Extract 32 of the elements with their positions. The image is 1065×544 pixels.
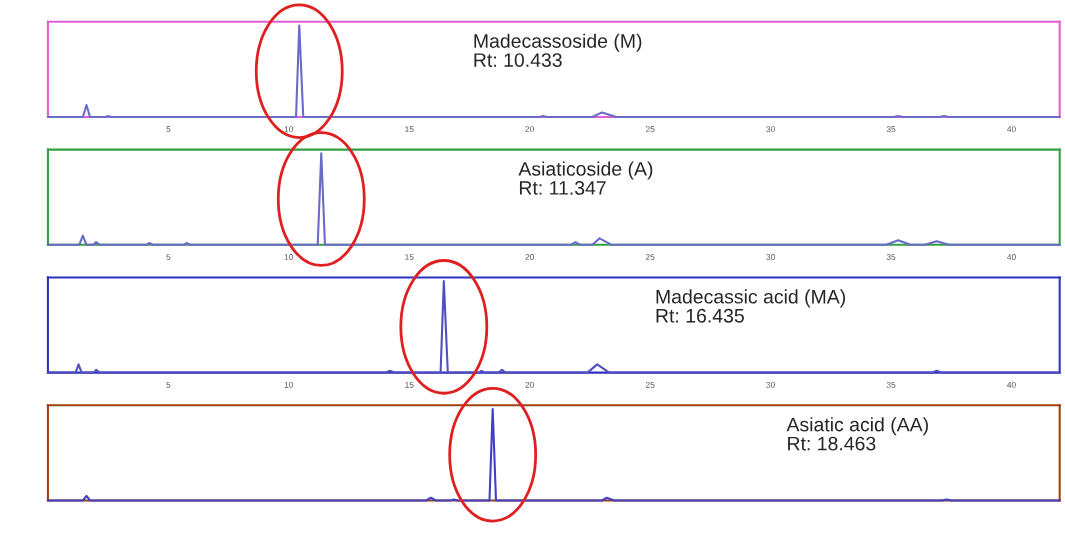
x-tick-label: 20 bbox=[525, 381, 535, 388]
annotation: Rt: 16.435 bbox=[656, 308, 744, 323]
x-tick-label: 30 bbox=[766, 254, 775, 260]
annotation: Asiatic acid (AA) bbox=[786, 417, 928, 436]
x-tick-label: 15 bbox=[405, 381, 414, 388]
annotation: Madecassoside (M) bbox=[474, 33, 642, 52]
annotation: Rt: 18.463 bbox=[788, 436, 876, 451]
x-tick-label: 5 bbox=[166, 254, 171, 260]
x-tick-label: 20 bbox=[525, 126, 535, 133]
annotation: Madecassic acid (MA) bbox=[656, 289, 846, 308]
x-tick-label: 35 bbox=[886, 254, 896, 260]
x-tick-label: 40 bbox=[1007, 254, 1016, 260]
x-tick-label: 25 bbox=[645, 126, 655, 133]
annotation: Rt: 11.347 bbox=[519, 181, 606, 195]
x-tick-label: 5 bbox=[166, 381, 171, 388]
x-tick-label: 10 bbox=[284, 381, 294, 388]
x-tick-label: 10 bbox=[284, 254, 294, 260]
x-tick-label: 5 bbox=[166, 126, 171, 133]
x-tick-label: 35 bbox=[886, 381, 896, 388]
x-tick-label: 20 bbox=[525, 254, 535, 260]
x-tick-label: 30 bbox=[766, 381, 775, 388]
x-tick-label: 30 bbox=[766, 126, 775, 133]
x-tick-label: 40 bbox=[1007, 126, 1016, 133]
annotation: Asiaticoside (A) bbox=[518, 161, 653, 180]
x-tick-label: 10 bbox=[284, 126, 294, 133]
x-tick-label: 40 bbox=[1007, 381, 1016, 388]
x-tick-label: 15 bbox=[405, 126, 414, 133]
x-tick-label: 25 bbox=[645, 254, 655, 260]
x-tick-label: 25 bbox=[645, 381, 655, 388]
x-tick-label: 35 bbox=[886, 126, 896, 133]
annotation: Rt: 10.433 bbox=[474, 53, 562, 67]
x-tick-label: 15 bbox=[405, 254, 414, 260]
